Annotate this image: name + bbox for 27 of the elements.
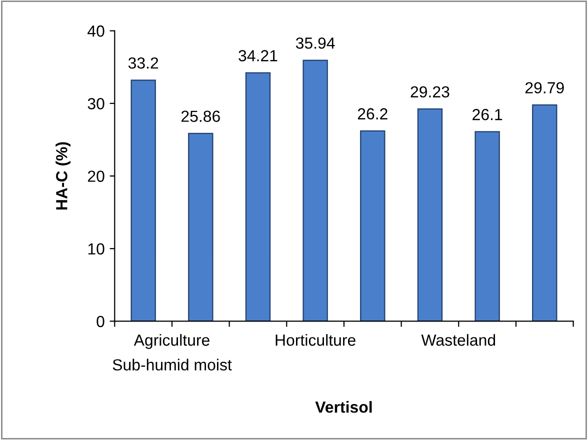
bar — [188, 132, 214, 322]
bar — [474, 131, 500, 322]
y-tick-label: 30 — [88, 98, 104, 110]
y-tick-label: 0 — [96, 316, 104, 328]
data-label: 35.94 — [296, 37, 335, 49]
text: Sub-humid moist — [112, 358, 232, 370]
text: Agriculture — [134, 334, 210, 349]
y-tick-label: 40 — [88, 25, 104, 37]
data-label: 26.2 — [358, 108, 388, 120]
bar — [245, 72, 271, 322]
data-label: 29.79 — [525, 82, 564, 94]
y-tick-label: 20 — [88, 170, 104, 182]
bar — [417, 108, 443, 322]
y-axis-title: HA-C (%) — [56, 142, 71, 210]
text: Wasteland — [421, 334, 496, 346]
bar — [360, 130, 386, 322]
text: Horticulture — [276, 334, 356, 346]
bar — [302, 60, 328, 322]
data-label: 25.86 — [181, 110, 220, 122]
y-tick-label: 10 — [88, 243, 104, 255]
bar — [532, 104, 558, 322]
data-label: 29.23 — [410, 86, 450, 98]
data-label: 33.2 — [128, 57, 158, 69]
x-axis-title: Vertisol — [315, 401, 372, 413]
data-label: 26.1 — [472, 108, 502, 120]
data-label: 34.21 — [238, 50, 278, 62]
bar — [130, 80, 156, 322]
